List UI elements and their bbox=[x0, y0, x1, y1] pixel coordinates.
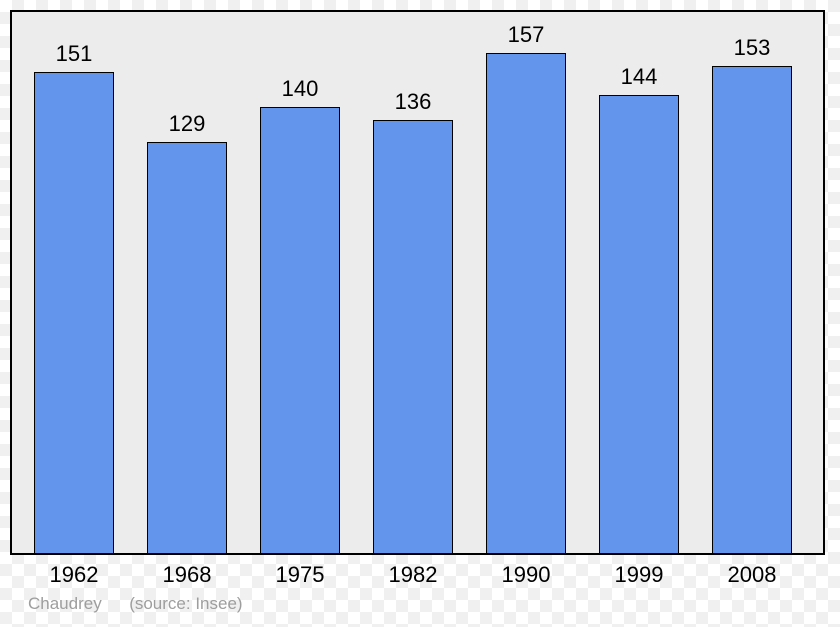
bar-value-1982: 136 bbox=[374, 89, 452, 115]
source-credit: (source: Insee) bbox=[129, 594, 242, 613]
bar-1990: 157 bbox=[486, 53, 566, 553]
x-label-1962: 1962 bbox=[50, 562, 99, 588]
bar-value-1975: 140 bbox=[261, 76, 339, 102]
bar-2008: 153 bbox=[712, 66, 792, 553]
bar-1999: 144 bbox=[599, 95, 679, 553]
bar-1968: 129 bbox=[147, 142, 227, 553]
x-label-1990: 1990 bbox=[502, 562, 551, 588]
source-location: Chaudrey bbox=[28, 594, 102, 613]
bar-1962: 151 bbox=[34, 72, 114, 553]
source-attribution: Chaudrey (source: Insee) bbox=[28, 594, 243, 614]
x-label-1999: 1999 bbox=[615, 562, 664, 588]
x-label-1982: 1982 bbox=[389, 562, 438, 588]
x-label-1968: 1968 bbox=[163, 562, 212, 588]
page-root: 151 129 140 136 157 144 153 1962 1968 1975 1982 19… bbox=[0, 0, 840, 627]
bar-value-1990: 157 bbox=[487, 22, 565, 48]
bar-value-2008: 153 bbox=[713, 35, 791, 61]
chart-frame: 151 129 140 136 157 144 153 bbox=[10, 10, 825, 555]
bar-value-1999: 144 bbox=[600, 64, 678, 90]
bar-1982: 136 bbox=[373, 120, 453, 553]
bar-value-1968: 129 bbox=[148, 111, 226, 137]
x-label-2008: 2008 bbox=[728, 562, 777, 588]
bar-1975: 140 bbox=[260, 107, 340, 553]
bar-value-1962: 151 bbox=[35, 41, 113, 67]
x-label-1975: 1975 bbox=[276, 562, 325, 588]
bars-area: 151 129 140 136 157 144 153 bbox=[12, 12, 823, 553]
